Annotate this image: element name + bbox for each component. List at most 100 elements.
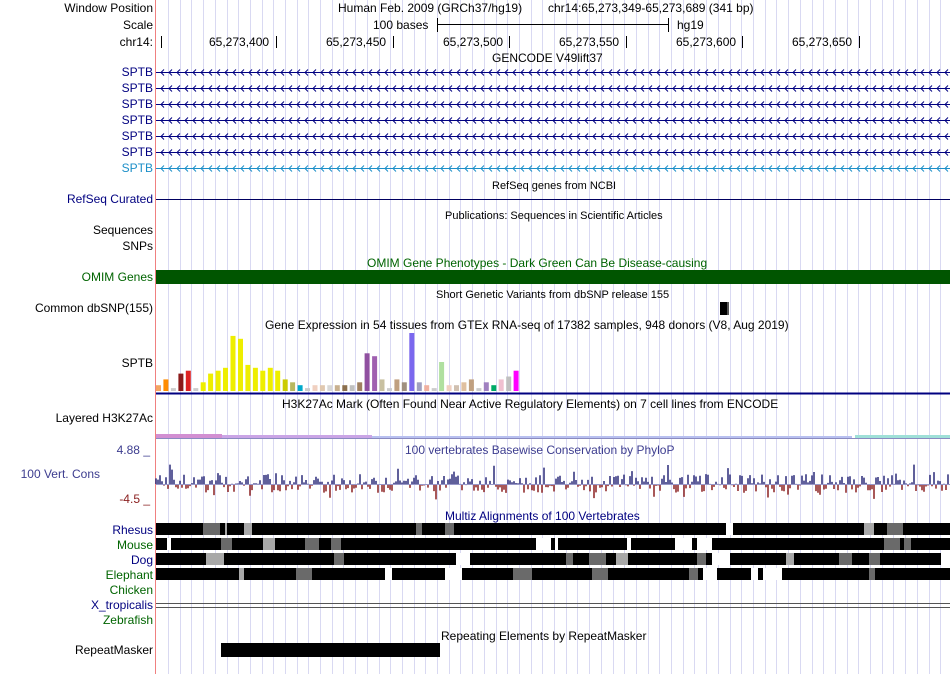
gtex-tissue-bar[interactable] [327, 385, 333, 391]
gencode-title: GENCODE V49lift37 [492, 51, 603, 65]
gtex-tissue-bar[interactable] [454, 385, 459, 391]
gtex-tissue-bar[interactable] [208, 373, 214, 391]
gtex-tissue-bar[interactable] [290, 382, 296, 391]
grid-line [718, 0, 719, 674]
gencode-gene-label[interactable]: SPTB [121, 161, 153, 175]
gtex-tissue-bar[interactable] [372, 356, 378, 391]
track-area[interactable]: Human Feb. 2009 (GRCh37/hg19) chr14:65,2… [155, 0, 950, 674]
gtex-tissue-bar[interactable] [178, 373, 184, 391]
gtex-tissue-bar[interactable] [245, 364, 251, 391]
gtex-tissue-bar[interactable] [170, 388, 176, 391]
gtex-tissue-bar[interactable] [379, 379, 385, 391]
gtex-tissue-bar[interactable] [491, 385, 497, 391]
multiz-species-label[interactable]: X_tropicalis [90, 598, 153, 612]
gtex-tissue-bar[interactable] [238, 338, 243, 391]
gencode-transcript[interactable] [156, 69, 950, 76]
multiz-species-row[interactable] [156, 538, 950, 550]
multiz-species-row[interactable] [156, 568, 950, 580]
gtex-tissue-bar[interactable] [156, 385, 161, 391]
gtex-tissue-bar[interactable] [200, 382, 206, 391]
gencode-transcript[interactable] [156, 149, 950, 156]
conservation-label[interactable]: 100 Vert. Cons [20, 467, 100, 481]
gtex-gene-label[interactable]: SPTB [121, 356, 153, 370]
repeatmasker-element[interactable] [221, 643, 440, 657]
multiz-species-label[interactable]: Rhesus [112, 523, 153, 537]
gencode-transcript[interactable] [156, 133, 950, 140]
gtex-tissue-bar[interactable] [342, 385, 348, 391]
multiz-species-label[interactable]: Elephant [105, 568, 153, 582]
omim-genes-label[interactable]: OMIM Genes [81, 270, 153, 284]
multiz-species-label[interactable]: Dog [130, 553, 153, 567]
multiz-species-label[interactable]: Zebrafish [102, 613, 153, 627]
gtex-tissue-bar[interactable] [401, 382, 407, 391]
gtex-tissue-bar[interactable] [260, 370, 266, 391]
multiz-species-label[interactable]: Chicken [109, 583, 153, 597]
dbsnp-variant[interactable] [720, 302, 728, 315]
gtex-tissue-bar[interactable] [446, 385, 452, 391]
gtex-tissue-bar[interactable] [193, 388, 199, 391]
h3k27ac-signal[interactable] [156, 434, 950, 439]
gtex-tissue-bar[interactable] [483, 382, 489, 391]
gtex-tissue-bar[interactable] [424, 385, 430, 391]
gtex-tissue-bar[interactable] [468, 379, 474, 391]
publications-title: Publications: Sequences in Scientific Ar… [445, 210, 663, 222]
gtex-tissue-bar[interactable] [312, 385, 318, 391]
gtex-tissue-bar[interactable] [476, 388, 482, 391]
dbsnp-variant-edge [727, 302, 729, 315]
gtex-tissue-bar[interactable] [387, 388, 392, 391]
gtex-tissue-bar[interactable] [282, 379, 288, 391]
gtex-tissue-bar[interactable] [439, 362, 445, 391]
gtex-tissue-bar[interactable] [349, 385, 355, 391]
multiz-species-row[interactable] [156, 523, 950, 535]
gencode-gene-label[interactable]: SPTB [121, 65, 153, 79]
gtex-tissue-bar[interactable] [267, 367, 273, 391]
gencode-transcript[interactable] [156, 85, 950, 92]
multiz-species-row[interactable] [156, 553, 950, 565]
gtex-tissue-bar[interactable] [357, 382, 363, 391]
gtex-tissue-bar[interactable] [163, 379, 169, 391]
gtex-tissue-bar[interactable] [185, 370, 191, 391]
gencode-transcript[interactable] [156, 101, 950, 108]
gtex-tissue-bar[interactable] [252, 367, 258, 391]
gtex-tissue-bar[interactable] [394, 379, 400, 391]
gtex-tissue-bar[interactable] [513, 370, 519, 391]
gtex-tissue-bar[interactable] [364, 353, 370, 391]
gencode-transcript[interactable] [156, 165, 950, 172]
gtex-tissue-bar[interactable] [215, 370, 221, 391]
layered-h3k27ac-label[interactable]: Layered H3K27Ac [55, 411, 153, 425]
multiz-alignments[interactable] [156, 523, 950, 608]
gencode-gene-label[interactable]: SPTB [121, 81, 153, 95]
gtex-bar-chart[interactable] [156, 333, 519, 391]
gencode-gene-label[interactable]: SPTB [121, 97, 153, 111]
grid-line [355, 0, 356, 674]
publications-sequences-label[interactable]: Sequences [92, 223, 153, 237]
gtex-tissue-bar[interactable] [431, 388, 437, 391]
gtex-tissue-bar[interactable] [230, 335, 236, 391]
grid-line [203, 0, 204, 674]
omim-bar[interactable] [156, 270, 950, 284]
gtex-tissue-bar[interactable] [297, 385, 303, 391]
gtex-tissue-bar[interactable] [409, 333, 415, 391]
publications-snps-label[interactable]: SNPs [122, 239, 153, 253]
refseq-curated-label[interactable]: RefSeq Curated [66, 192, 153, 206]
gencode-transcript[interactable] [156, 117, 950, 124]
multiz-species-label[interactable]: Mouse [116, 538, 153, 552]
gencode-transcripts[interactable] [156, 69, 950, 172]
grid-line [858, 0, 859, 674]
gtex-tissue-bar[interactable] [498, 379, 504, 391]
gtex-tissue-bar[interactable] [305, 388, 310, 391]
gtex-tissue-bar[interactable] [416, 382, 422, 391]
conservation-graph[interactable] [155, 464, 949, 500]
gtex-tissue-bar[interactable] [275, 370, 281, 391]
common-dbsnp-label[interactable]: Common dbSNP(155) [34, 301, 153, 315]
gencode-gene-label[interactable]: SPTB [121, 129, 153, 143]
gencode-gene-label[interactable]: SPTB [121, 145, 153, 159]
gencode-gene-label[interactable]: SPTB [121, 113, 153, 127]
gtex-tissue-bar[interactable] [223, 367, 228, 391]
gtex-tissue-bar[interactable] [506, 376, 512, 392]
gtex-tissue-bar[interactable] [319, 385, 325, 391]
repeatmasker-label[interactable]: RepeatMasker [74, 643, 153, 657]
gtex-tissue-bar[interactable] [334, 385, 340, 391]
gtex-tissue-bar[interactable] [461, 382, 467, 391]
